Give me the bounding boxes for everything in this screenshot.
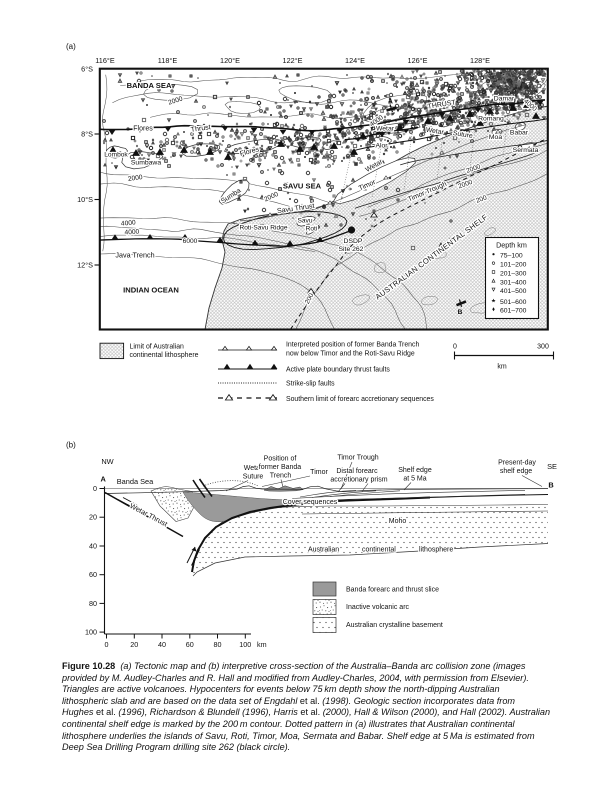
svg-text:Strike-slip faults: Strike-slip faults	[286, 380, 335, 387]
svg-text:Romang: Romang	[478, 116, 504, 123]
svg-text:126°E: 126°E	[408, 56, 428, 65]
svg-text:Present-day: Present-day	[498, 460, 536, 467]
svg-text:Depth km: Depth km	[496, 240, 527, 249]
svg-text:Damar: Damar	[494, 95, 515, 102]
svg-text:Australian crystalline basemen: Australian crystalline basement	[346, 622, 443, 629]
svg-text:Java Trench: Java Trench	[115, 251, 154, 260]
svg-text:(a): (a)	[66, 42, 76, 51]
svg-text:128°E: 128°E	[470, 56, 490, 65]
svg-text:80: 80	[89, 599, 97, 608]
svg-text:Limit of Australian: Limit of Australian	[130, 343, 185, 350]
svg-text:40: 40	[158, 640, 166, 649]
svg-text:10°S: 10°S	[77, 195, 93, 204]
svg-text:Cover sequences: Cover sequences	[283, 499, 338, 506]
svg-text:Banda forearc and thrust slice: Banda forearc and thrust slice	[346, 587, 439, 594]
svg-text:12°S: 12°S	[77, 261, 93, 270]
svg-text:601–700: 601–700	[500, 308, 527, 315]
svg-text:DSDP: DSDP	[344, 238, 363, 245]
svg-text:120°E: 120°E	[220, 56, 240, 65]
svg-text:116°E: 116°E	[95, 56, 115, 65]
svg-text:80: 80	[214, 640, 222, 649]
svg-text:6000: 6000	[183, 238, 198, 245]
svg-text:2000: 2000	[128, 174, 144, 183]
svg-text:60: 60	[89, 570, 97, 579]
svg-text:Position of: Position of	[264, 456, 297, 463]
svg-text:Inactive volcanic arc: Inactive volcanic arc	[346, 604, 410, 611]
svg-text:4000: 4000	[124, 229, 139, 237]
svg-text:BANDA SEA: BANDA SEA	[127, 81, 172, 90]
svg-text:122°E: 122°E	[283, 56, 303, 65]
svg-text:100: 100	[85, 628, 97, 637]
svg-text:40: 40	[89, 541, 97, 550]
svg-text:100: 100	[239, 640, 251, 649]
svg-text:former Banda: former Banda	[259, 464, 302, 471]
svg-text:Flores: Flores	[133, 126, 153, 133]
svg-text:km: km	[257, 640, 267, 649]
svg-text:Distal forearc: Distal forearc	[336, 468, 378, 475]
svg-text:A: A	[101, 474, 107, 483]
svg-text:75–100: 75–100	[500, 253, 523, 260]
svg-text:300: 300	[537, 344, 549, 351]
svg-text:Banda Sea: Banda Sea	[117, 477, 154, 486]
svg-text:4000: 4000	[121, 219, 137, 227]
svg-text:Southern limit of forearc accr: Southern limit of forearc accretionary s…	[286, 396, 434, 403]
svg-text:101–200: 101–200	[500, 262, 527, 269]
svg-text:118°E: 118°E	[158, 56, 178, 65]
svg-text:SAVU SEA: SAVU SEA	[283, 182, 322, 191]
svg-text:Australian: Australian	[308, 547, 339, 554]
svg-text:Moa: Moa	[489, 134, 502, 141]
svg-text:continental lithosphere: continental lithosphere	[130, 352, 199, 359]
svg-text:Alor: Alor	[375, 143, 388, 150]
svg-text:Active plate boundary thrust f: Active plate boundary thrust faults	[286, 366, 390, 373]
svg-text:lithosphere: lithosphere	[419, 547, 453, 554]
svg-text:Suture: Suture	[243, 474, 264, 481]
svg-text:km: km	[497, 364, 507, 371]
svg-text:INDIAN OCEAN: INDIAN OCEAN	[123, 286, 179, 295]
svg-text:NW: NW	[101, 457, 113, 466]
svg-text:Shelf edge: Shelf edge	[398, 467, 432, 474]
svg-text:Savu: Savu	[297, 218, 312, 225]
svg-text:Lombok: Lombok	[104, 152, 128, 159]
svg-text:continental: continental	[362, 547, 396, 554]
svg-text:0: 0	[105, 640, 109, 649]
svg-text:Sermata: Sermata	[513, 147, 539, 154]
svg-text:B: B	[458, 309, 463, 316]
svg-text:Trench: Trench	[270, 473, 292, 480]
svg-text:Moho: Moho	[389, 518, 407, 525]
svg-text:Wetar: Wetar	[376, 126, 395, 133]
svg-text:Interpreted position of former: Interpreted position of former Banda Tre…	[286, 342, 419, 349]
svg-text:8°S: 8°S	[81, 130, 93, 139]
svg-text:0: 0	[453, 344, 457, 351]
svg-text:Roti: Roti	[306, 226, 318, 233]
svg-text:accretionary prism: accretionary prism	[330, 476, 387, 483]
svg-text:B: B	[548, 481, 553, 490]
svg-text:A: A	[388, 99, 393, 106]
svg-text:at 5 Ma: at 5 Ma	[403, 475, 426, 482]
svg-text:20: 20	[130, 640, 138, 649]
svg-text:Sumbawa: Sumbawa	[131, 160, 161, 167]
svg-text:(b): (b)	[66, 441, 76, 450]
svg-text:401–500: 401–500	[500, 288, 527, 295]
svg-text:Timor: Timor	[310, 469, 328, 476]
svg-text:Wetar: Wetar	[244, 465, 263, 472]
svg-text:124°E: 124°E	[345, 56, 365, 65]
svg-text:shelf edge: shelf edge	[500, 468, 532, 475]
svg-text:501–600: 501–600	[500, 299, 527, 306]
svg-text:Babar: Babar	[510, 130, 529, 137]
svg-text:60: 60	[186, 640, 194, 649]
svg-text:301–400: 301–400	[500, 280, 527, 287]
svg-text:Timor Trough: Timor Trough	[337, 455, 378, 462]
svg-text:Site 262: Site 262	[339, 246, 364, 253]
svg-text:0: 0	[93, 484, 97, 493]
svg-text:201–300: 201–300	[500, 270, 527, 277]
svg-text:SE: SE	[547, 462, 557, 471]
svg-text:6°S: 6°S	[81, 65, 93, 74]
svg-text:Roti-Savu Ridge: Roti-Savu Ridge	[239, 225, 287, 232]
svg-text:20: 20	[89, 513, 97, 522]
svg-text:now below Timor and the Roti-S: now below Timor and the Roti-Savu Ridge	[286, 350, 415, 357]
